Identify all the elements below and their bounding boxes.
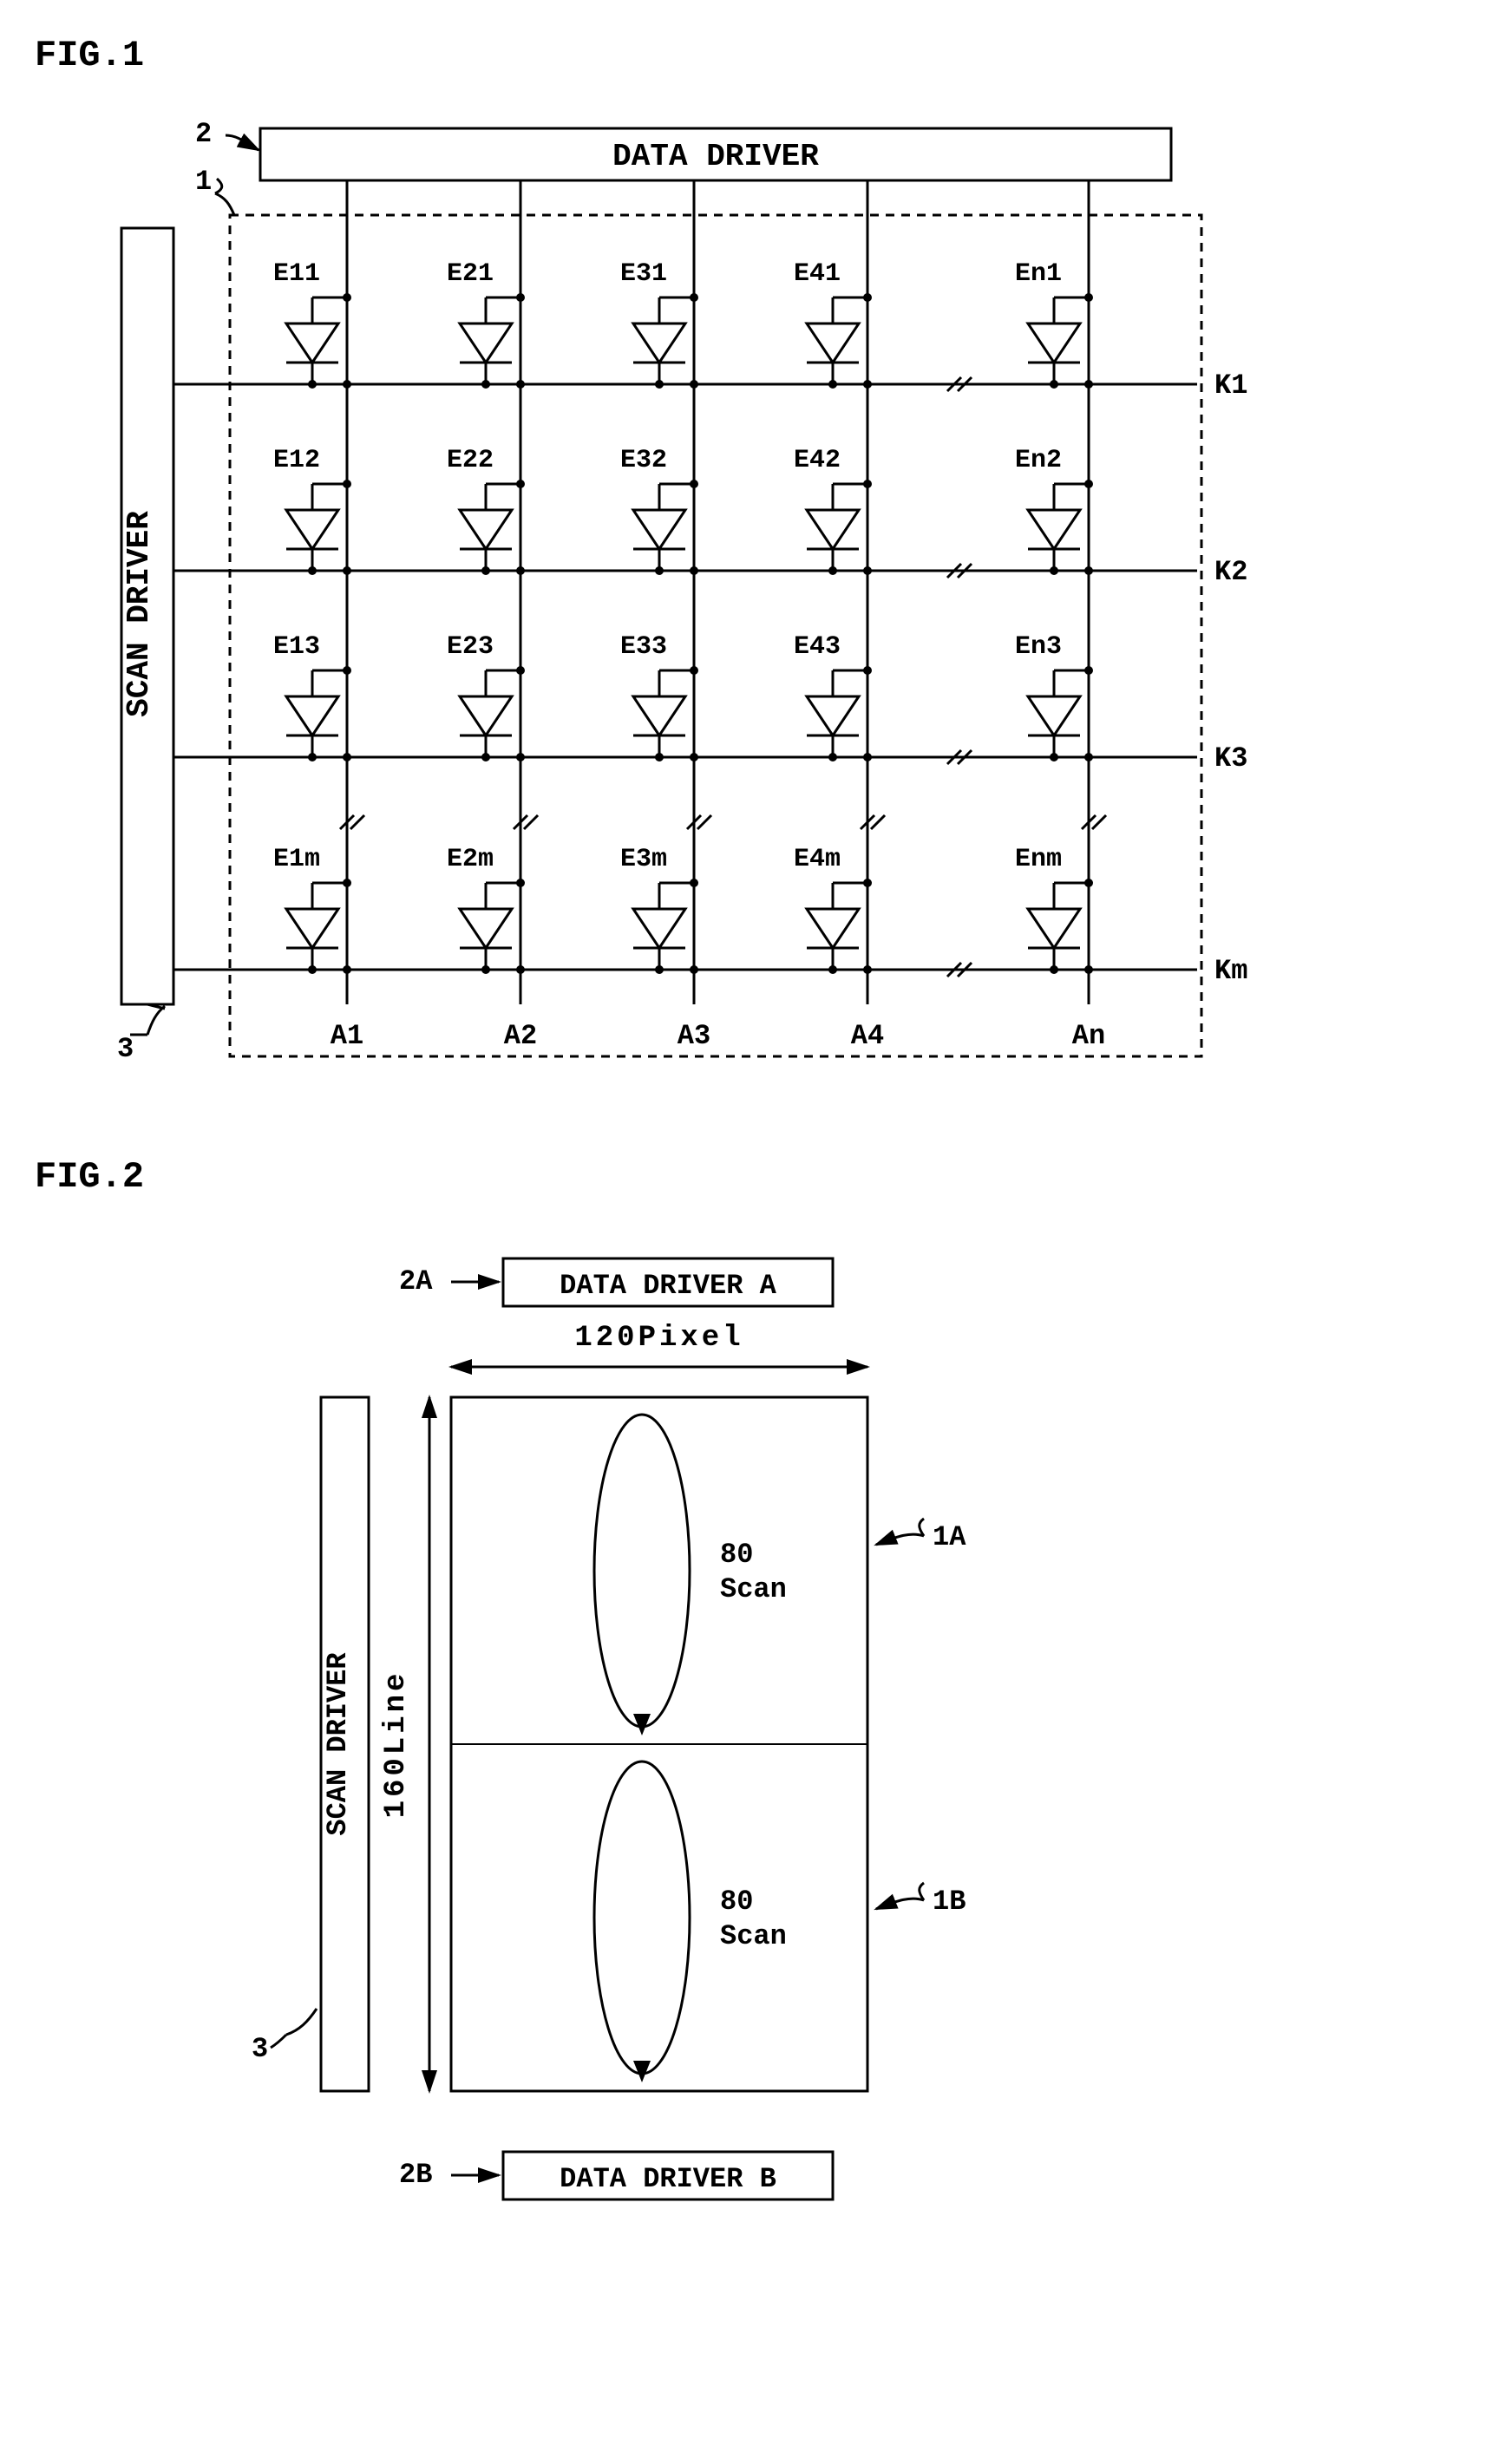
data-lines: A1 A2 A3 A4 An <box>331 180 1105 1052</box>
data-driver-a-ref: 2A <box>399 1265 433 1297</box>
line-height-label: 160Line <box>380 1397 429 2091</box>
svg-text:En2: En2 <box>1015 446 1062 475</box>
svg-text:E11: E11 <box>273 259 320 289</box>
svg-text:80: 80 <box>720 1539 753 1571</box>
row-label-k2: K2 <box>1214 556 1247 588</box>
svg-text:En1: En1 <box>1015 259 1062 289</box>
data-driver-a-label: DATA DRIVER A <box>560 1270 776 1302</box>
svg-text:E13: E13 <box>273 632 320 662</box>
figure-2-label: FIG.2 <box>35 1156 1451 1198</box>
figure-1-svg: DATA DRIVER 2 SCAN DRIVER 3 1 <box>35 102 1249 1100</box>
diode-e4m: E4m <box>794 845 872 974</box>
svg-text:E2m: E2m <box>447 845 494 874</box>
col-label-a4: A4 <box>851 1020 884 1052</box>
diode-grid: E11 E21 E31 E41 En1 E12 E22 E32 E42 En2 … <box>273 259 1093 974</box>
diode-e2m: E2m <box>447 845 525 974</box>
diode-enm: Enm <box>1015 845 1093 974</box>
svg-text:120Pixel: 120Pixel <box>574 1322 743 1355</box>
diode-e22: E22 <box>447 446 525 575</box>
data-driver-b-block: DATA DRIVER B 2B <box>399 2152 833 2199</box>
row-label-k1: K1 <box>1214 369 1247 402</box>
figure-1-label: FIG.1 <box>35 35 1451 76</box>
col-label-a2: A2 <box>504 1020 537 1052</box>
svg-text:En3: En3 <box>1015 632 1062 662</box>
scan-driver-block: SCAN DRIVER 3 <box>117 228 173 1065</box>
panel-ref-1a: 1A <box>933 1521 966 1553</box>
data-driver-a-block: DATA DRIVER A 2A <box>399 1258 833 1306</box>
diode-e21: E21 <box>447 259 525 389</box>
data-driver-block: DATA DRIVER 2 <box>195 118 1171 180</box>
svg-text:E32: E32 <box>620 446 667 475</box>
diode-e1m: E1m <box>273 845 351 974</box>
svg-text:E12: E12 <box>273 446 320 475</box>
svg-text:E42: E42 <box>794 446 841 475</box>
panel-ref: 1 <box>195 166 234 215</box>
scan-driver-label-2: SCAN DRIVER <box>322 1652 354 1836</box>
svg-text:E22: E22 <box>447 446 494 475</box>
svg-text:E23: E23 <box>447 632 494 662</box>
scan-driver-ref: 3 <box>117 1033 134 1065</box>
svg-text:E3m: E3m <box>620 845 667 874</box>
panel-ref-label: 1 <box>195 166 212 198</box>
diode-e32: E32 <box>620 446 698 575</box>
svg-text:80: 80 <box>720 1886 753 1918</box>
col-label-an: An <box>1072 1020 1105 1052</box>
svg-text:Scan: Scan <box>720 1573 787 1605</box>
diode-e11: E11 <box>273 259 351 389</box>
diode-e12: E12 <box>273 446 351 575</box>
diode-en1: En1 <box>1015 259 1093 389</box>
figure-2-svg: DATA DRIVER A 2A 120Pixel SCAN DRIVER 3 … <box>35 1224 1076 2265</box>
scan-driver-block-2: SCAN DRIVER 3 <box>252 1397 369 2091</box>
svg-text:E1m: E1m <box>273 845 320 874</box>
svg-text:160Line: 160Line <box>380 1670 413 1819</box>
row-label-km: Km <box>1214 955 1247 987</box>
diode-e41: E41 <box>794 259 872 389</box>
row-label-k3: K3 <box>1214 742 1247 774</box>
col-label-a1: A1 <box>331 1020 363 1052</box>
col-label-a3: A3 <box>678 1020 710 1052</box>
diode-e42: E42 <box>794 446 872 575</box>
data-driver-label: DATA DRIVER <box>612 139 819 174</box>
svg-text:E31: E31 <box>620 259 667 289</box>
diode-e43: E43 <box>794 632 872 761</box>
display-panel <box>451 1397 867 2091</box>
diode-e3m: E3m <box>620 845 698 974</box>
diode-e33: E33 <box>620 632 698 761</box>
diode-e13: E13 <box>273 632 351 761</box>
scan-driver-label: SCAN DRIVER <box>121 511 157 717</box>
figure-2: FIG.2 DATA DRIVER A 2A 120Pixel SCAN DRI… <box>35 1156 1451 2269</box>
svg-text:E33: E33 <box>620 632 667 662</box>
panel-ref-1b: 1B <box>933 1886 966 1918</box>
svg-text:E43: E43 <box>794 632 841 662</box>
svg-text:E21: E21 <box>447 259 494 289</box>
diode-e31: E31 <box>620 259 698 389</box>
diode-e23: E23 <box>447 632 525 761</box>
data-driver-b-ref: 2B <box>399 2159 432 2191</box>
svg-text:E4m: E4m <box>794 845 841 874</box>
svg-text:E41: E41 <box>794 259 841 289</box>
panel-refs: 1A 1B <box>876 1519 966 1918</box>
svg-text:Enm: Enm <box>1015 845 1062 874</box>
scan-lines: K1 K2 K3 Km <box>173 369 1247 987</box>
figure-1: FIG.1 <box>35 35 1451 1104</box>
scan-driver-ref-2: 3 <box>252 2033 268 2065</box>
diode-en2: En2 <box>1015 446 1093 575</box>
data-driver-ref: 2 <box>195 118 212 150</box>
pixel-width-label: 120Pixel <box>451 1322 867 1367</box>
data-driver-b-label: DATA DRIVER B <box>560 2163 776 2195</box>
svg-text:Scan: Scan <box>720 1920 787 1952</box>
diode-en3: En3 <box>1015 632 1093 761</box>
